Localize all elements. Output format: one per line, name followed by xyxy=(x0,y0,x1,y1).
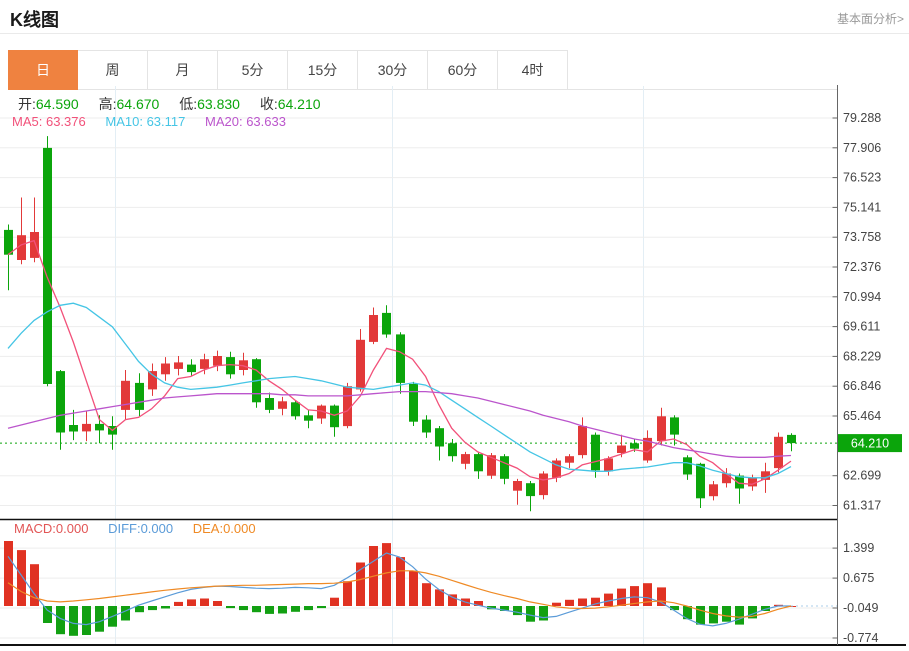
legend-high-label: 高: xyxy=(98,96,117,112)
svg-text:69.611: 69.611 xyxy=(843,320,880,334)
svg-text:72.376: 72.376 xyxy=(843,260,881,274)
legend-diff-label: DIFF: xyxy=(108,521,141,536)
legend-ma10-label: MA10: xyxy=(105,114,143,129)
svg-text:70.994: 70.994 xyxy=(843,290,881,304)
svg-text:75.141: 75.141 xyxy=(843,200,881,214)
svg-text:79.288: 79.288 xyxy=(843,111,881,125)
legend-low-value: 63.830 xyxy=(197,96,240,112)
svg-text:1.399: 1.399 xyxy=(843,541,874,555)
legend-macd-value: 0.000 xyxy=(55,521,89,536)
svg-text:-0.049: -0.049 xyxy=(843,601,878,615)
tab-4hour[interactable]: 4时 xyxy=(498,50,568,90)
header-divider xyxy=(0,33,909,34)
legend-ma10-value: 63.117 xyxy=(146,114,186,129)
legend-open: 开:64.590 xyxy=(18,96,79,112)
fundamental-analysis-link[interactable]: 基本面分析> xyxy=(836,12,904,26)
tab-15min[interactable]: 15分 xyxy=(288,50,358,90)
svg-text:-0.774: -0.774 xyxy=(843,631,878,645)
legend-macd: MACD:0.000 xyxy=(14,521,88,536)
svg-text:68.229: 68.229 xyxy=(843,349,881,363)
dea-line xyxy=(7,570,792,618)
tab-60min[interactable]: 60分 xyxy=(428,50,498,90)
legend-ma5: MA5: 63.376 xyxy=(12,114,86,129)
period-tab-bar: 日 周 月 5分 15分 30分 60分 4时 xyxy=(8,50,838,90)
current-price-tag xyxy=(838,434,902,453)
svg-text:64.210: 64.210 xyxy=(851,437,889,451)
macd-legend: MACD:0.000 DIFF:0.000 DEA:0.000 xyxy=(14,521,272,536)
legend-ma20: MA20: 63.633 xyxy=(205,114,286,129)
tab-5min[interactable]: 5分 xyxy=(218,50,288,90)
legend-diff: DIFF:0.000 xyxy=(108,521,173,536)
ohlc-legend: 开:64.590 高:64.670 低:63.830 收:64.210 xyxy=(18,94,337,114)
legend-dea: DEA:0.000 xyxy=(193,521,256,536)
svg-text:0.675: 0.675 xyxy=(843,571,874,585)
svg-text:62.699: 62.699 xyxy=(843,469,881,483)
legend-dea-label: DEA: xyxy=(192,521,224,536)
legend-low: 低:63.830 xyxy=(179,96,240,112)
legend-ma20-label: MA20: xyxy=(204,114,243,129)
svg-text:73.758: 73.758 xyxy=(843,230,881,244)
legend-ma20-value: 63.633 xyxy=(246,114,286,129)
legend-open-value: 64.590 xyxy=(35,96,79,112)
tab-week[interactable]: 周 xyxy=(78,50,148,90)
legend-ma5-value: 63.376 xyxy=(45,114,86,129)
legend-diff-value: 0.000 xyxy=(140,521,174,536)
ma10-line xyxy=(7,302,792,479)
legend-high-value: 64.670 xyxy=(116,96,160,112)
legend-close-label: 收: xyxy=(259,96,278,112)
legend-close-value: 64.210 xyxy=(277,96,321,112)
tab-30min[interactable]: 30分 xyxy=(358,50,428,90)
legend-close: 收:64.210 xyxy=(260,96,321,112)
tab-month[interactable]: 月 xyxy=(148,50,218,90)
legend-open-label: 开: xyxy=(18,96,36,112)
legend-macd-label: MACD: xyxy=(14,521,56,536)
svg-text:77.906: 77.906 xyxy=(843,141,881,155)
ma5-line xyxy=(7,239,792,485)
ma-legend: MA5: 63.376 MA10: 63.117 MA20: 63.633 xyxy=(12,114,302,129)
ma20-line xyxy=(7,390,792,458)
svg-text:61.317: 61.317 xyxy=(843,499,881,513)
legend-high: 高:64.670 xyxy=(99,96,160,112)
legend-ma5-label: MA5: xyxy=(12,114,43,129)
svg-text:66.846: 66.846 xyxy=(843,379,881,393)
tab-day[interactable]: 日 xyxy=(8,50,78,90)
page-title: K线图 xyxy=(10,10,59,30)
svg-text:65.464: 65.464 xyxy=(843,409,881,423)
diff-line xyxy=(7,552,791,627)
legend-low-label: 低: xyxy=(179,96,198,112)
legend-ma10: MA10: 63.117 xyxy=(105,114,185,129)
legend-dea-value: 0.000 xyxy=(223,521,256,536)
svg-text:76.523: 76.523 xyxy=(843,171,881,185)
